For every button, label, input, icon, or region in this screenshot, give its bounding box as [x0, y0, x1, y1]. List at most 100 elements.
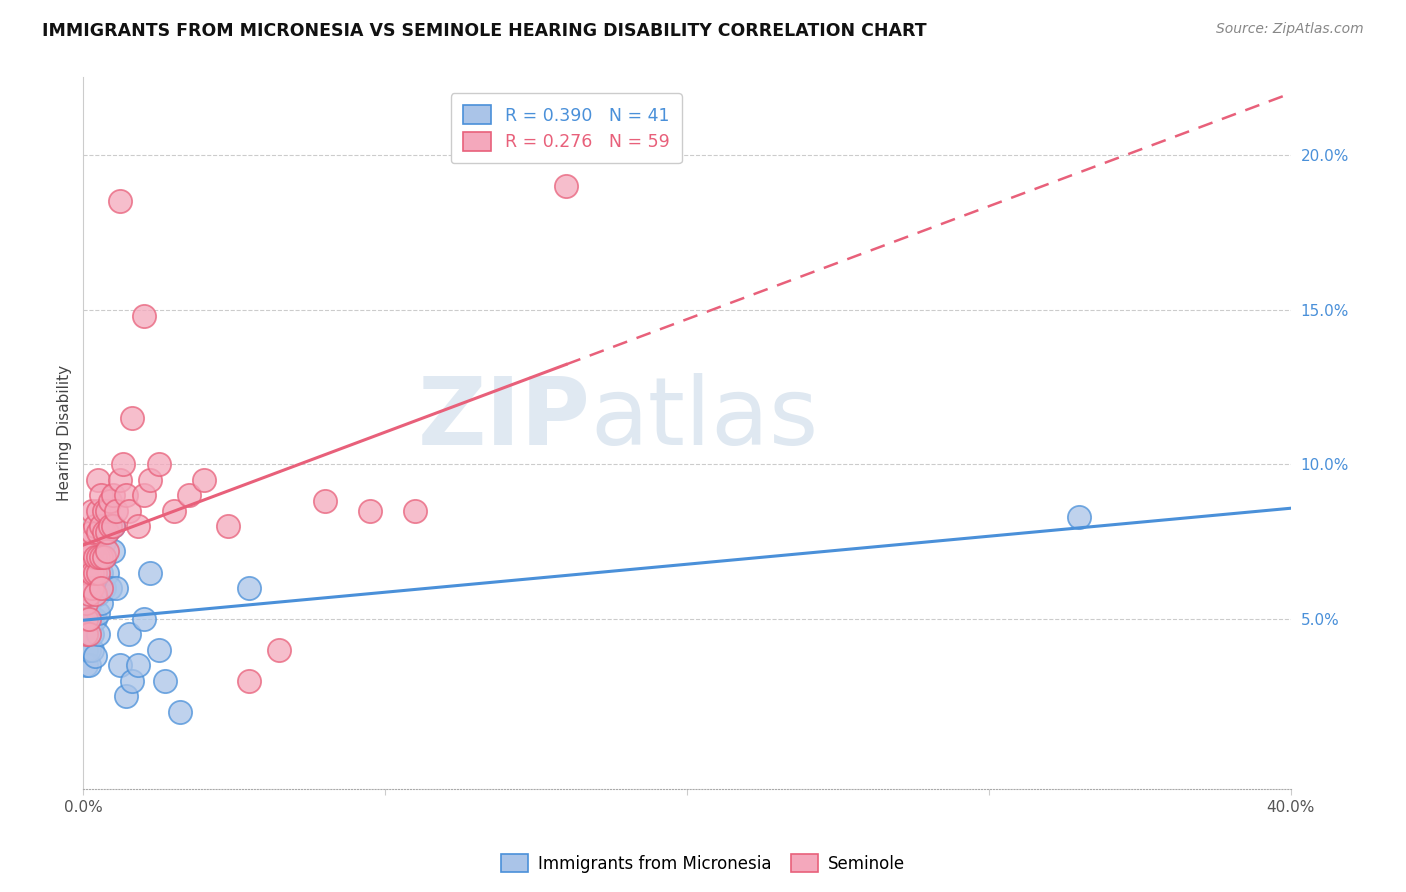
Point: [79, 627, 101, 641]
Point: [90, 597, 112, 611]
Point: [82, 612, 104, 626]
Point: [75, 643, 97, 657]
Point: [193, 473, 215, 487]
Point: [79, 612, 101, 626]
Point: [87, 627, 110, 641]
Point: [132, 488, 155, 502]
Text: IMMIGRANTS FROM MICRONESIA VS SEMINOLE HEARING DISABILITY CORRELATION CHART: IMMIGRANTS FROM MICRONESIA VS SEMINOLE H…: [42, 22, 927, 40]
Point: [138, 473, 160, 487]
Point: [75, 566, 97, 580]
Point: [79, 534, 101, 549]
Point: [90, 566, 112, 580]
Point: [84, 519, 107, 533]
Point: [100, 519, 122, 533]
Point: [269, 643, 291, 657]
Point: [93, 581, 115, 595]
Point: [90, 550, 112, 565]
Point: [217, 519, 239, 533]
Point: [314, 494, 336, 508]
Point: [79, 627, 101, 641]
Point: [169, 705, 191, 719]
Point: [82, 627, 104, 641]
Point: [87, 473, 110, 487]
Point: [238, 581, 260, 595]
Point: [96, 503, 118, 517]
Point: [79, 587, 101, 601]
Point: [103, 519, 125, 533]
Point: [177, 488, 200, 502]
Point: [238, 673, 260, 688]
Text: ZIP: ZIP: [418, 373, 591, 465]
Point: [75, 612, 97, 626]
Point: [103, 488, 125, 502]
Point: [82, 643, 104, 657]
Point: [555, 178, 578, 193]
Point: [84, 649, 107, 664]
Point: [359, 503, 381, 517]
Point: [111, 457, 134, 471]
Point: [87, 503, 110, 517]
Point: [82, 503, 104, 517]
Point: [96, 544, 118, 558]
Point: [117, 627, 139, 641]
Point: [87, 566, 110, 580]
Point: [100, 581, 122, 595]
Point: [87, 606, 110, 620]
Point: [96, 525, 118, 540]
Point: [1069, 509, 1091, 524]
Point: [138, 566, 160, 580]
Point: [121, 673, 143, 688]
Point: [103, 519, 125, 533]
Point: [163, 503, 186, 517]
Point: [96, 566, 118, 580]
Point: [84, 612, 107, 626]
Point: [127, 519, 149, 533]
Point: [79, 597, 101, 611]
Point: [82, 581, 104, 595]
Legend: Immigrants from Micronesia, Seminole: Immigrants from Micronesia, Seminole: [495, 847, 911, 880]
Point: [108, 658, 131, 673]
Point: [82, 566, 104, 580]
Point: [90, 581, 112, 595]
Point: [75, 627, 97, 641]
Text: atlas: atlas: [591, 373, 818, 465]
Point: [84, 587, 107, 601]
Point: [132, 612, 155, 626]
Point: [108, 473, 131, 487]
Point: [75, 658, 97, 673]
Point: [93, 503, 115, 517]
Point: [79, 550, 101, 565]
Point: [93, 534, 115, 549]
Point: [404, 503, 426, 517]
Point: [84, 566, 107, 580]
Point: [121, 410, 143, 425]
Point: [93, 550, 115, 565]
Point: [93, 550, 115, 565]
Point: [82, 525, 104, 540]
Point: [132, 309, 155, 323]
Point: [108, 194, 131, 209]
Point: [114, 690, 136, 704]
Point: [114, 488, 136, 502]
Point: [82, 581, 104, 595]
Point: [153, 673, 176, 688]
Point: [75, 597, 97, 611]
Point: [82, 544, 104, 558]
Point: [90, 519, 112, 533]
Point: [103, 544, 125, 558]
Point: [90, 488, 112, 502]
Point: [127, 658, 149, 673]
Point: [79, 658, 101, 673]
Point: [105, 503, 128, 517]
Point: [87, 550, 110, 565]
Point: [100, 494, 122, 508]
Legend: R = 0.390   N = 41, R = 0.276   N = 59: R = 0.390 N = 41, R = 0.276 N = 59: [451, 94, 682, 163]
Text: Source: ZipAtlas.com: Source: ZipAtlas.com: [1216, 22, 1364, 37]
Point: [75, 581, 97, 595]
Point: [84, 550, 107, 565]
Point: [96, 525, 118, 540]
Point: [79, 643, 101, 657]
Point: [117, 503, 139, 517]
Point: [148, 457, 170, 471]
Point: [79, 566, 101, 580]
